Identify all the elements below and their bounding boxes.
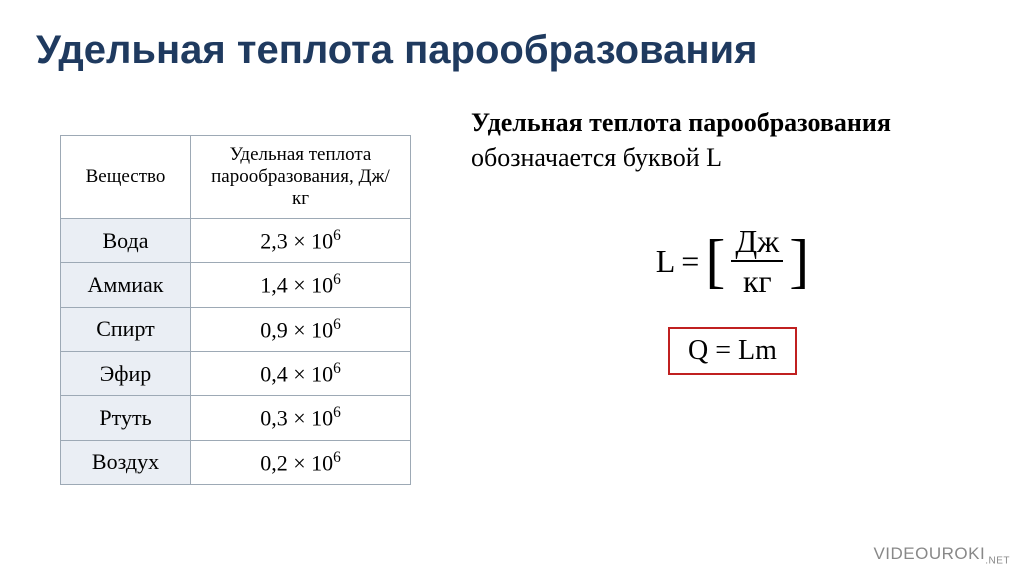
left-bracket: [ (705, 237, 725, 285)
table-row: Спирт 0,9 × 106 (61, 307, 411, 351)
table-row: Аммиак 1,4 × 106 (61, 263, 411, 307)
table-row: Воздух 0,2 × 106 (61, 440, 411, 484)
substance-cell: Аммиак (61, 263, 191, 307)
value-cell: 0,4 × 106 (191, 351, 411, 395)
formula-column: Удельная теплота парообразования обознач… (471, 105, 994, 485)
right-bracket: ] (789, 237, 809, 285)
substance-cell: Ртуть (61, 396, 191, 440)
fraction-den: кг (739, 262, 776, 297)
formula-lhs: L (656, 243, 676, 280)
substance-cell: Воздух (61, 440, 191, 484)
substance-cell: Эфир (61, 351, 191, 395)
col-header-substance: Вещество (61, 136, 191, 219)
main-formula: Q = Lm (668, 327, 797, 375)
formula-eq: = (681, 243, 699, 280)
subtitle-bold: Удельная теплота парообразования (471, 108, 891, 137)
table-row: Эфир 0,4 × 106 (61, 351, 411, 395)
formula-box-wrap: Q = Lm (471, 327, 994, 375)
substance-cell: Спирт (61, 307, 191, 351)
fraction-num: Дж (731, 225, 783, 262)
value-cell: 0,3 × 106 (191, 396, 411, 440)
watermark-main: VIDEOUROKI (873, 544, 985, 563)
content-area: Вещество Удельная теплота парообразовани… (0, 85, 1024, 485)
value-cell: 0,9 × 106 (191, 307, 411, 351)
value-cell: 2,3 × 106 (191, 219, 411, 263)
value-cell: 0,2 × 106 (191, 440, 411, 484)
subtitle-rest: обозначается буквой L (471, 143, 722, 172)
table-column: Вещество Удельная теплота парообразовани… (60, 105, 411, 485)
fraction: Дж кг (731, 225, 783, 297)
table-row: Ртуть 0,3 × 106 (61, 396, 411, 440)
value-cell: 1,4 × 106 (191, 263, 411, 307)
page-title: Удельная теплота парообразования (0, 0, 1024, 85)
col-header-value: Удельная теплота парообразования, Дж/кг (191, 136, 411, 219)
watermark-suffix: .NET (985, 555, 1010, 566)
table-row: Вода 2,3 × 106 (61, 219, 411, 263)
heat-table: Вещество Удельная теплота парообразовани… (60, 135, 411, 485)
unit-formula: L = [ Дж кг ] (471, 225, 994, 297)
subtitle-text: Удельная теплота парообразования обознач… (471, 105, 994, 175)
substance-cell: Вода (61, 219, 191, 263)
watermark: VIDEOUROKI.NET (873, 544, 1010, 566)
